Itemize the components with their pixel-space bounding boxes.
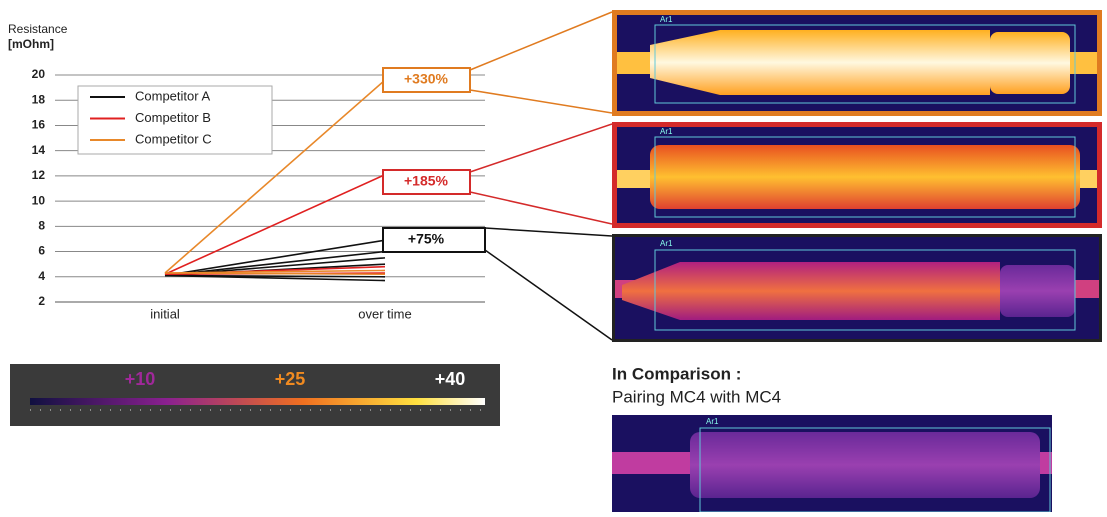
comparison-title: In Comparison : xyxy=(612,364,741,383)
image-label: Ar1 xyxy=(660,127,673,136)
page: Ar1 Ar1 Ar1 Ar1 In Comparison : Pairing … xyxy=(0,0,1107,517)
y-tick-label: 20 xyxy=(32,67,46,81)
annotation: +185% xyxy=(404,173,449,189)
series-line xyxy=(165,175,385,275)
image-label: Ar1 xyxy=(660,239,673,248)
x-tick-label: initial xyxy=(150,306,180,321)
legend-label: Competitor A xyxy=(135,88,210,103)
thermal-image-3: Ar1 xyxy=(612,234,1102,342)
x-tick-label: over time xyxy=(358,306,411,321)
thermal-image-2: Ar1 xyxy=(612,122,1102,228)
legend-label: Competitor B xyxy=(135,110,211,125)
y-axis-title: Resistance xyxy=(8,22,68,36)
thermal-image-1: Ar1 xyxy=(612,10,1102,116)
image-label: Ar1 xyxy=(660,15,673,24)
scale-label: +10 xyxy=(125,369,156,389)
y-tick-label: 16 xyxy=(32,118,46,132)
y-tick-label: 8 xyxy=(38,219,45,233)
scale-label: +25 xyxy=(275,369,306,389)
y-tick-label: 4 xyxy=(38,269,45,283)
y-tick-label: 2 xyxy=(38,294,45,308)
scale-bar xyxy=(10,364,500,426)
annotation: +75% xyxy=(408,231,445,247)
y-axis-title: [mOhm] xyxy=(8,37,54,51)
scale-label: +40 xyxy=(435,369,466,389)
annotation: +330% xyxy=(404,71,449,87)
y-tick-label: 14 xyxy=(32,143,46,157)
y-tick-label: 10 xyxy=(32,193,46,207)
y-tick-label: 18 xyxy=(32,92,46,106)
y-tick-label: 12 xyxy=(32,168,46,182)
legend-label: Competitor C xyxy=(135,131,212,146)
y-tick-label: 6 xyxy=(38,244,45,258)
image-label: Ar1 xyxy=(706,417,719,426)
figure: Ar1 Ar1 Ar1 Ar1 In Comparison : Pairing … xyxy=(0,0,1107,512)
thermal-image-4: Ar1 xyxy=(612,415,1052,512)
connectors xyxy=(470,12,612,340)
comparison-subtitle: Pairing MC4 with MC4 xyxy=(612,387,781,406)
